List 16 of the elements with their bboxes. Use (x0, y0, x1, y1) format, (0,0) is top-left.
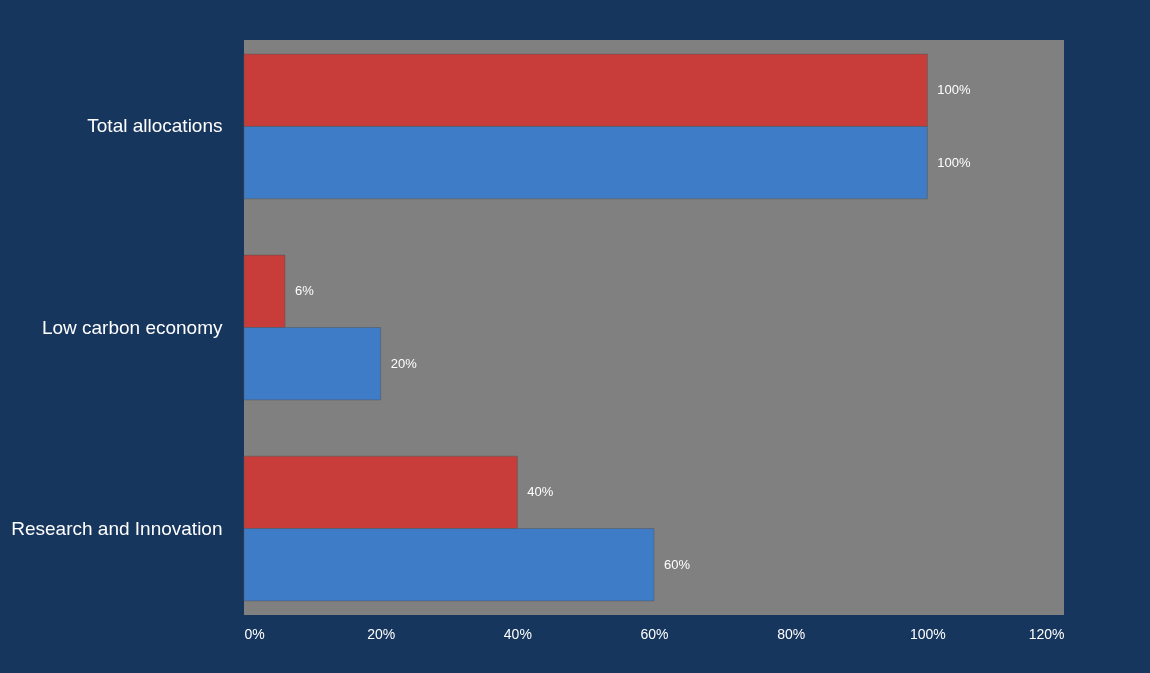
x-tick-label: 60% (640, 625, 669, 642)
data-label: 6% (295, 283, 315, 299)
x-tick-label: 100% (909, 625, 946, 642)
data-label: 60% (664, 556, 691, 572)
data-label: 40% (527, 484, 554, 500)
data-label: 100% (937, 154, 972, 170)
x-tick-label: 120% (1028, 625, 1065, 642)
data-label: 20% (390, 355, 418, 371)
x-tick-label: 40% (503, 625, 532, 642)
x-tick-label: 0% (244, 625, 265, 642)
x-tick-label: 80% (777, 625, 806, 642)
data-label: 100% (937, 82, 972, 98)
y-tick-label: Research and Innovation (11, 517, 223, 539)
y-tick-label: Total allocations (87, 115, 223, 137)
y-tick-label: Low carbon economy (41, 316, 223, 338)
x-tick-label: 20% (367, 625, 396, 642)
